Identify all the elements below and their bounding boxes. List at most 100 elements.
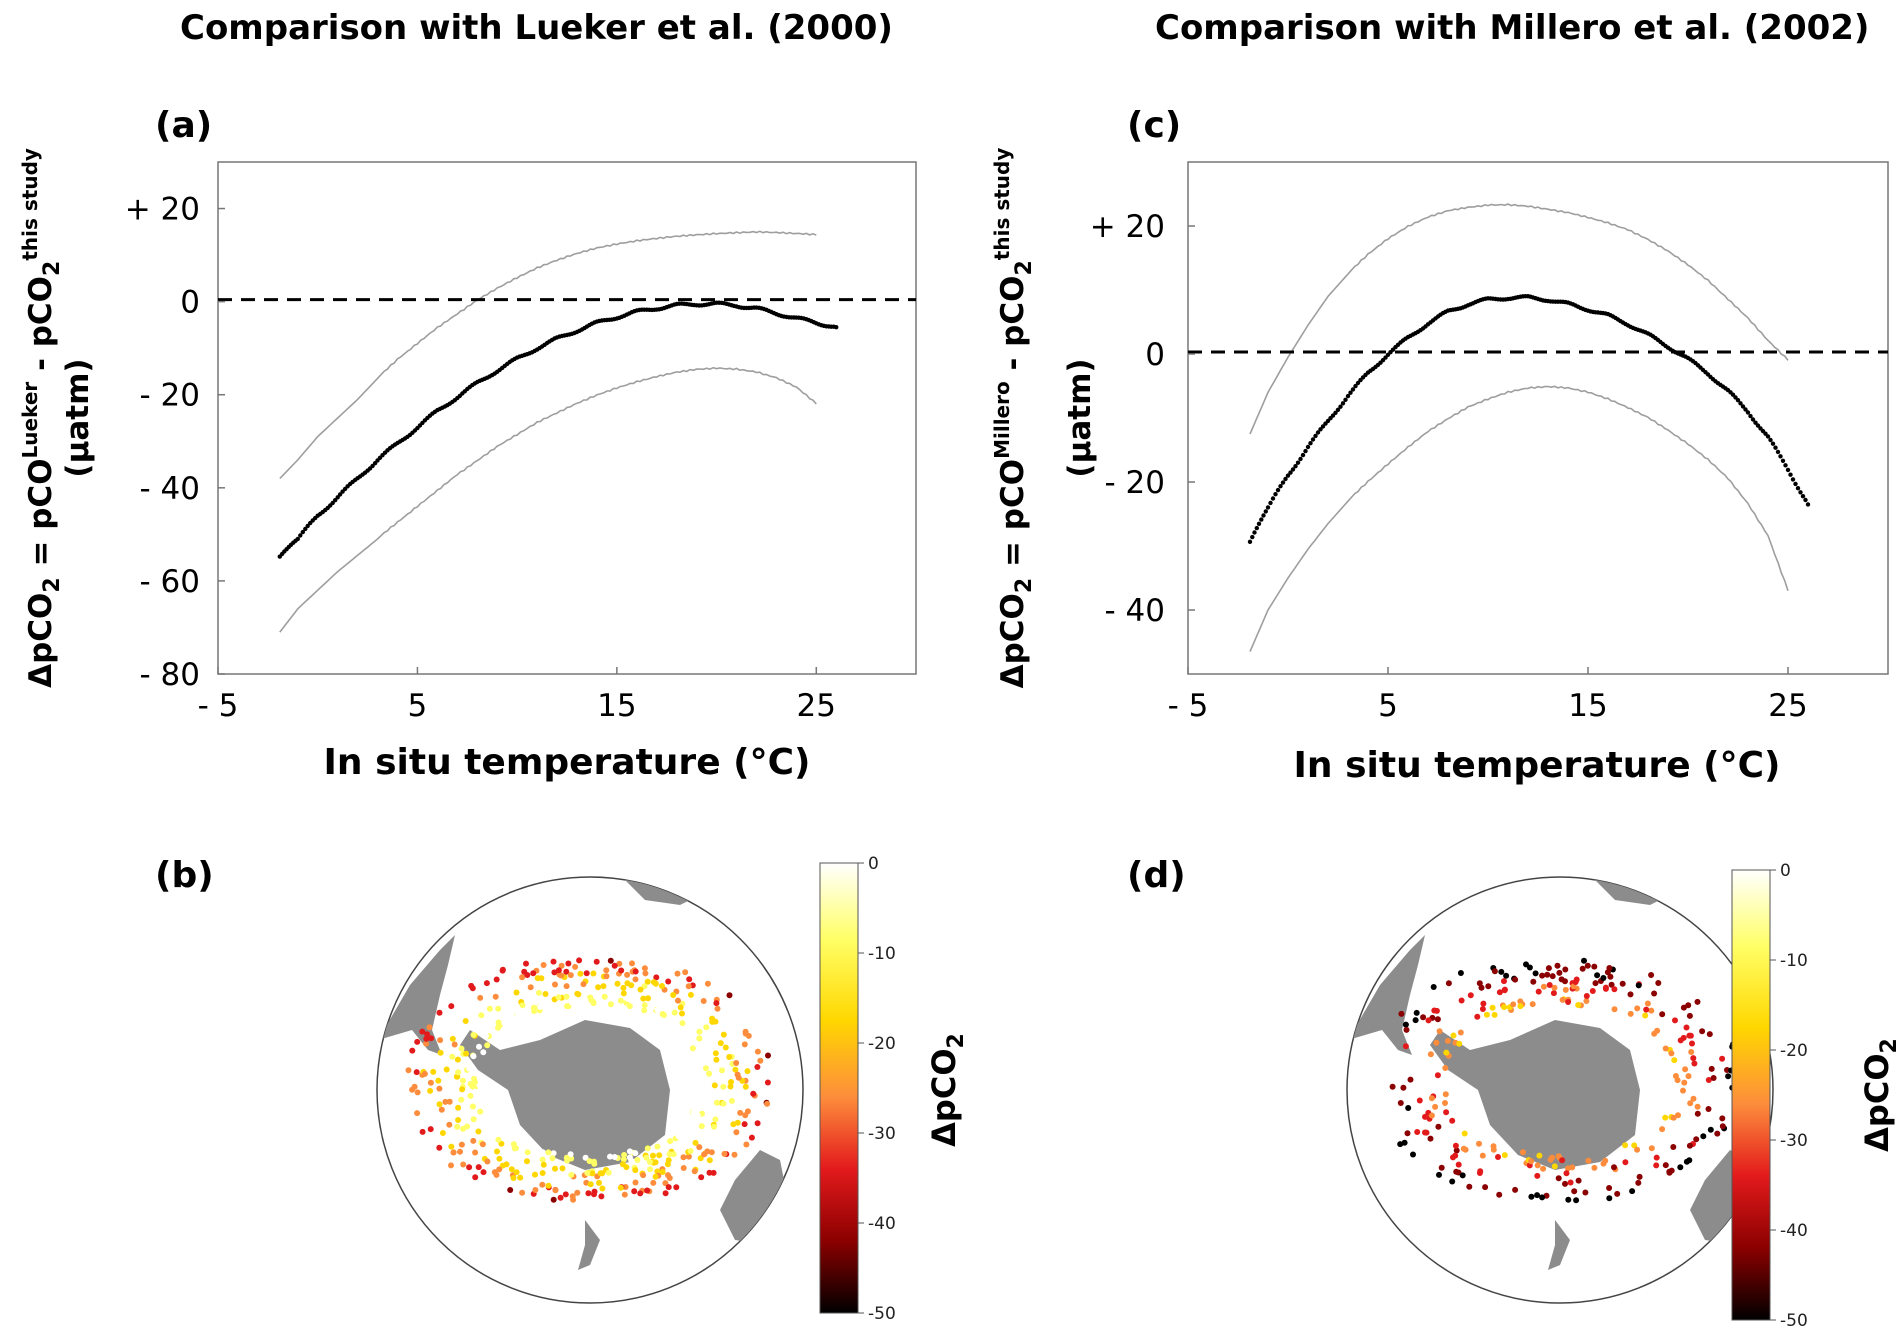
map-d-dot	[1433, 1007, 1440, 1014]
map-b-dot	[713, 1056, 720, 1063]
map-b-dot	[448, 1162, 454, 1169]
map-b-dot	[708, 1149, 715, 1156]
map-b-dot	[543, 1006, 549, 1013]
map-b-dot	[641, 983, 648, 990]
map-d-dot	[1501, 1152, 1508, 1159]
chart-c-point	[1295, 460, 1301, 465]
map-b-dot	[427, 1079, 434, 1086]
map-b-dot	[496, 1155, 503, 1162]
map-d-dot	[1659, 1011, 1666, 1018]
map-d-south-america	[1348, 935, 1425, 1055]
chart-c-point	[1790, 477, 1796, 482]
map-d-dot	[1572, 979, 1579, 985]
map-d-dot	[1476, 980, 1483, 987]
chart-c-point	[1333, 410, 1338, 415]
map-d-dot	[1501, 978, 1507, 985]
map-b-dot	[569, 999, 575, 1006]
map-b-dot	[550, 1150, 557, 1157]
map-b-dot	[450, 1149, 457, 1156]
map-b-dot	[460, 1062, 467, 1069]
map-d-dot	[1545, 965, 1552, 972]
map-d-dot	[1680, 1034, 1687, 1041]
map-b-dot	[731, 1151, 738, 1158]
map-b-dot	[710, 1169, 717, 1176]
chart-c-point	[1252, 530, 1257, 535]
map-d-dot	[1559, 1157, 1566, 1164]
map-b-dot	[665, 978, 672, 985]
map-b-dot	[727, 1083, 734, 1090]
map-b-dot	[581, 993, 588, 1000]
map-b-dot	[454, 1123, 461, 1130]
chart-c-y-label: ΔpCO2 = pCOMillero - pCO2this study	[990, 148, 1037, 689]
map-b-dot	[495, 1024, 502, 1031]
map-b-dot	[667, 1138, 674, 1145]
map-b-dot	[519, 1189, 526, 1196]
map-b-dot	[522, 1009, 528, 1016]
map-d-dot	[1693, 1136, 1700, 1143]
map-d-dot	[1428, 1112, 1435, 1119]
map-b-dot	[477, 994, 484, 1001]
map-d-dot	[1491, 1011, 1498, 1018]
map-b-dot	[532, 1187, 539, 1193]
map-d-dot	[1686, 1012, 1693, 1019]
map-b-dot	[517, 1174, 524, 1181]
map-b-dot	[685, 983, 692, 990]
map-d-dot	[1402, 1043, 1409, 1050]
map-b-dot	[427, 1126, 434, 1133]
map-d-dot	[1573, 1197, 1580, 1204]
map-d-dot	[1607, 973, 1614, 980]
map-d-dot	[1501, 987, 1508, 994]
map-b-dot	[659, 983, 665, 989]
map-d-dot	[1485, 983, 1492, 990]
map-b-dot	[654, 1143, 661, 1150]
map-b-dot	[498, 1140, 505, 1147]
map-d-dot	[1606, 1185, 1613, 1191]
map-b-dot	[620, 990, 627, 997]
map-b-dot	[685, 1026, 692, 1033]
chart-c-point	[1278, 484, 1283, 489]
map-d-dot	[1694, 998, 1701, 1005]
map-b-dot	[579, 998, 585, 1005]
map-b-dot	[437, 1049, 444, 1056]
map-d-dot	[1416, 1097, 1423, 1104]
map-d-dot	[1569, 1164, 1576, 1171]
map-b-dot	[455, 1104, 462, 1111]
map-b-dot	[591, 1160, 598, 1167]
map-b-dot	[495, 1136, 502, 1143]
chart-c-point	[1310, 437, 1316, 442]
map-b-dot	[711, 1082, 718, 1089]
chart-c-point	[1735, 398, 1741, 403]
chart-c-point	[1783, 463, 1788, 468]
map-d-dot	[1452, 1142, 1459, 1149]
map-b-dot	[597, 1170, 604, 1177]
map-b-dot	[625, 995, 631, 1002]
map-b-dot	[480, 1049, 487, 1056]
map-d-dot	[1532, 970, 1539, 977]
map-b-dot	[550, 958, 557, 965]
map-b-dot	[607, 957, 614, 964]
colorbar-d-ticks: 0 -10 -20 -30 -40 -50	[1770, 861, 1808, 1331]
map-b-dot	[582, 1154, 589, 1161]
map-b-south-america	[378, 935, 455, 1055]
map-d-dot	[1648, 1145, 1655, 1152]
chart-c-point	[1770, 441, 1776, 446]
map-b-dot	[687, 1148, 694, 1154]
map-d-dot	[1622, 1159, 1629, 1166]
map-b-dot	[405, 1067, 412, 1074]
map-b-dot	[563, 983, 570, 990]
chart-c-point	[1353, 383, 1358, 389]
map-b-dot	[605, 1169, 612, 1176]
chart-a-x-label: In situ temperature (°C)	[324, 742, 811, 783]
map-b-dot	[484, 1042, 491, 1049]
colorbar-b-tick-label: -10	[868, 944, 896, 964]
map-d-dot	[1397, 1100, 1404, 1106]
map-d-dot	[1539, 1194, 1546, 1201]
map-d-dot	[1491, 968, 1498, 975]
map-d-dot	[1461, 1130, 1468, 1137]
map-b-dot	[559, 1165, 566, 1172]
map-b-dot	[506, 1021, 513, 1028]
map-b-dot	[603, 967, 610, 974]
map-d-dot	[1606, 965, 1613, 971]
map-b-dot	[460, 1125, 467, 1132]
colorbar-b-tick-label: -40	[868, 1214, 896, 1234]
